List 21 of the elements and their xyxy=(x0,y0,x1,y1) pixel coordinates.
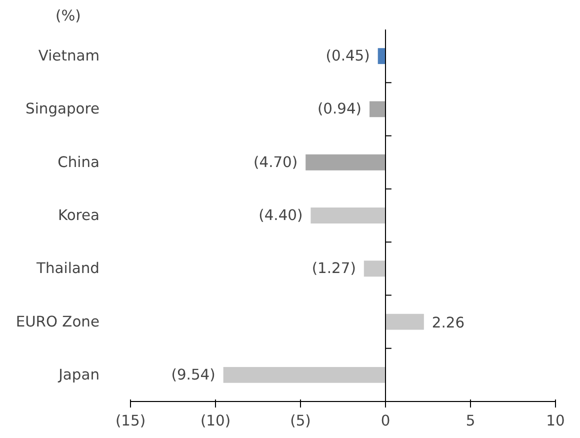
data-label: (0.45) xyxy=(326,48,370,65)
y-tick-label: Singapore xyxy=(26,100,100,118)
x-tick-label: 10 xyxy=(546,412,565,430)
data-label: (1.27) xyxy=(312,260,356,278)
y-tick-label: Vietnam xyxy=(38,48,100,65)
y-tick-label: China xyxy=(58,154,100,171)
data-label: (0.94) xyxy=(317,100,362,118)
data-label: (4.40) xyxy=(258,207,303,224)
x-tick-label: 5 xyxy=(466,412,476,430)
y-tick-label: Japan xyxy=(58,366,100,384)
x-tick-label: (5) xyxy=(290,412,311,430)
x-tick-label: (10) xyxy=(200,412,231,430)
text: (%) xyxy=(56,8,81,24)
data-label: (4.70) xyxy=(254,154,298,171)
x-tick-label: 0 xyxy=(380,412,390,430)
data-label: (9.54) xyxy=(171,366,216,384)
data-label: 2.26 xyxy=(432,314,465,332)
y-tick-label: Korea xyxy=(58,207,100,224)
x-tick-label: (15) xyxy=(115,412,146,430)
y-tick-label: EURO Zone xyxy=(16,313,100,330)
y-tick-label: Thailand xyxy=(36,260,100,278)
